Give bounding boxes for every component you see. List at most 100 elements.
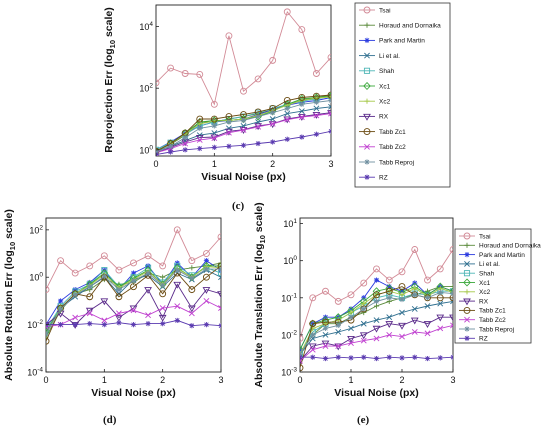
data-point-7-8: [158, 314, 167, 322]
data-point-8-5: [115, 293, 123, 301]
legend-top: Tsai Horaud and Dornaika Park and Martin Li…: [354, 2, 451, 188]
data-point-11-3: [335, 354, 341, 360]
data-point-9-2: [322, 343, 329, 349]
data-point-8-0: [46, 337, 50, 345]
data-point-9-8: [159, 305, 166, 311]
legend-marker-10: [364, 159, 370, 165]
data-point-9-8: [399, 333, 405, 340]
data-point-9-8: [269, 120, 276, 127]
legend-label-1: Horaud and Dornaika: [379, 23, 441, 30]
y-tick-label-base: 10: [29, 225, 39, 235]
data-point-5-0: [300, 345, 304, 354]
data-point-11-6: [240, 142, 247, 148]
legend-label-8: Tabb Zc1: [479, 308, 506, 315]
panel-label-e: (e): [357, 414, 370, 426]
legend-label-5: Xc1: [379, 83, 391, 90]
data-point-10-11: [313, 99, 320, 105]
legend-marker-5: [363, 81, 371, 91]
data-point-9-12: [450, 322, 453, 329]
data-point-11-4: [211, 144, 217, 150]
data-point-8-11: [202, 273, 210, 281]
legend-label-4: Shah: [479, 271, 495, 278]
y-tick-label: 101: [283, 218, 297, 229]
data-point-7-1: [308, 343, 317, 351]
legend-marker-10: [464, 326, 470, 332]
data-point-7-2: [321, 340, 330, 348]
y-tick-label-exp: -4: [37, 367, 43, 374]
data-point-7-9: [410, 317, 419, 325]
series-group: [46, 226, 221, 345]
data-point-10-5: [226, 119, 232, 125]
data-point-0-10: [424, 276, 431, 284]
data-point-9-3: [335, 343, 342, 349]
data-point-2-8: [399, 288, 405, 294]
data-point-10-10: [424, 295, 431, 301]
legend-label-6: Xc2: [479, 289, 491, 296]
data-point-11-10: [299, 134, 305, 140]
data-point-8-6: [373, 291, 380, 299]
x-tick-label: 3: [328, 159, 333, 169]
data-point-6-5: [361, 300, 367, 307]
x-tick-label: 2: [399, 375, 404, 385]
data-point-9-6: [240, 127, 247, 133]
y-tick-label: 102: [139, 83, 153, 94]
data-point-11-9: [284, 136, 290, 142]
data-point-9-7: [145, 312, 152, 319]
data-point-8-2: [322, 318, 329, 326]
data-point-11-5: [361, 354, 367, 360]
y-tick-label: 100: [283, 255, 297, 266]
data-point-9-10: [424, 330, 431, 337]
data-point-11-4: [101, 322, 107, 328]
data-point-8-12: [449, 294, 453, 302]
data-point-10-1: [310, 332, 316, 338]
data-point-8-0: [300, 364, 304, 372]
data-point-10-5: [361, 306, 367, 312]
data-point-8-1: [309, 320, 317, 328]
data-point-3-10: [298, 108, 305, 115]
legend-marker-11: [464, 335, 470, 341]
legend-marker-6: [364, 98, 370, 104]
y-tick-label-base: 10: [29, 273, 39, 283]
series-line-7: [300, 316, 453, 362]
y-tick-label: 10-3: [281, 367, 297, 378]
y-axis-label: Absolute Rotation Err (log10 scale): [3, 209, 17, 381]
data-point-6-4: [348, 309, 354, 316]
series-group: [300, 246, 453, 372]
y-tick-label: 10-4: [27, 367, 43, 378]
data-point-9-7: [255, 123, 262, 130]
x-tick-label: 0: [297, 375, 302, 385]
data-point-8-8: [398, 283, 406, 291]
data-point-0-8: [269, 56, 277, 64]
data-point-3-5: [225, 125, 232, 132]
data-point-10-10: [299, 101, 305, 107]
data-point-3-12: [328, 103, 331, 110]
legend-marker-2: [364, 37, 370, 43]
data-point-3-8: [399, 309, 405, 316]
x-axis-label: Visual Noise (px): [201, 171, 285, 183]
y-tick-label-base: 10: [139, 84, 149, 94]
data-point-0-1: [57, 257, 65, 265]
data-point-7-9: [173, 281, 182, 289]
data-point-9-5: [225, 129, 232, 136]
data-point-10-6: [240, 117, 247, 124]
data-point-8-8: [159, 290, 167, 298]
data-point-10-7: [145, 270, 151, 276]
data-point-0-8: [159, 262, 167, 270]
data-point-8-11: [312, 92, 320, 100]
data-point-0-2: [322, 287, 329, 295]
y-tick-label-exp: 1: [293, 218, 297, 225]
data-point-8-5: [360, 305, 368, 313]
data-point-9-0: [46, 323, 49, 330]
x-tick-label: 1: [102, 375, 107, 385]
data-point-7-5: [115, 314, 123, 322]
data-point-10-8: [160, 282, 166, 289]
data-point-3-4: [348, 325, 354, 332]
data-point-9-11: [437, 325, 444, 332]
y-tick-label: 10-2: [27, 319, 43, 330]
data-point-3-6: [373, 317, 380, 324]
data-point-8-9: [283, 97, 291, 104]
data-point-10-8: [399, 296, 405, 303]
